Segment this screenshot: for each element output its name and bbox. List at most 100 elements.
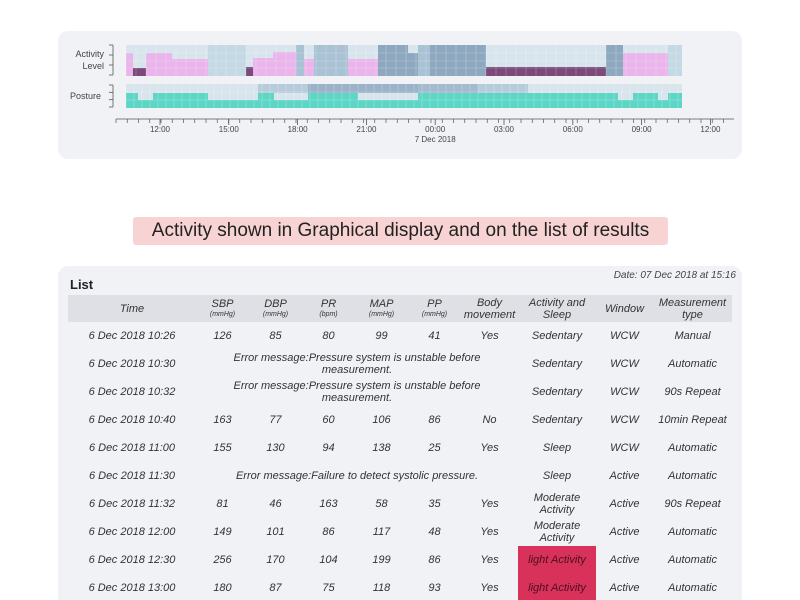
measurement-type-cell: Manual [674, 330, 711, 342]
activity-segment [568, 67, 606, 76]
activity-segment [126, 53, 133, 76]
table-row[interactable]: 6 Dec 2018 10:26 126 85 80 99 41 Yes Sedentary W… [68, 322, 732, 350]
pr-cell: 163 [319, 498, 338, 510]
posture-segment [658, 100, 668, 108]
activity-segment [548, 67, 568, 76]
table-row[interactable]: 6 Dec 2018 11:00 155 130 94 138 25 Yes Sleep WCW… [68, 434, 732, 462]
dbp-cell: 130 [266, 442, 285, 454]
time-cell: 6 Dec 2018 10:32 [88, 386, 176, 398]
table-row[interactable]: 6 Dec 2018 12:00 149 101 86 117 48 Yes Moderate… [68, 518, 732, 546]
window-cell: WCW [610, 414, 639, 426]
activity-cell: Moderate Activity [533, 492, 581, 516]
activity-segment [133, 68, 146, 76]
column-header[interactable]: DBP (mmHg) [249, 295, 302, 322]
activity-cell: Sedentary [531, 386, 583, 398]
sbp-cell: 180 [213, 582, 232, 594]
activity-segment [172, 59, 208, 76]
pr-cell: 104 [319, 554, 338, 566]
posture-segment [633, 93, 658, 108]
row-label: Activity [75, 49, 104, 59]
error-message-cell: Error message:Failure to detect systolic… [235, 470, 479, 482]
table-row[interactable]: 6 Dec 2018 11:32 81 46 163 58 35 Yes Moderate A… [68, 490, 732, 518]
dbp-cell: 85 [269, 330, 282, 342]
column-header[interactable]: Activity and Sleep [518, 295, 596, 322]
pr-cell: 94 [322, 442, 335, 454]
sbp-cell: 163 [213, 414, 232, 426]
column-header[interactable]: Body movement [461, 295, 518, 322]
pr-cell: 75 [322, 582, 335, 594]
pp-cell: 35 [428, 498, 441, 510]
error-message-cell: Error message:Pressure system is unstabl… [233, 380, 481, 404]
map-cell: 106 [372, 414, 391, 426]
dbp-cell: 101 [266, 526, 285, 538]
activity-segment [253, 58, 273, 76]
time-cell: 6 Dec 2018 10:30 [88, 358, 176, 370]
posture-segment [208, 100, 258, 108]
table-row[interactable]: 6 Dec 2018 11:30 Error message:Failure to… [68, 462, 732, 490]
body-movement-cell: Yes [480, 498, 499, 510]
time-tick-label: 00:00 [425, 125, 446, 134]
column-header[interactable]: Time [68, 295, 196, 322]
dbp-cell: 170 [266, 554, 285, 566]
activity-segment [348, 59, 378, 76]
column-header[interactable]: MAP (mmHg) [355, 295, 408, 322]
table-row[interactable]: 6 Dec 2018 13:00 180 87 75 118 93 Yes light Act… [68, 574, 732, 600]
column-header[interactable]: SBP (mmHg) [196, 295, 249, 322]
sbp-cell: 155 [213, 442, 232, 454]
posture-segment [138, 100, 153, 108]
time-tick-label: 15:00 [219, 125, 240, 134]
time-cell: 6 Dec 2018 12:30 [88, 554, 176, 566]
map-cell: 138 [372, 442, 391, 454]
pr-cell: 86 [322, 526, 335, 538]
posture-segment [418, 93, 478, 108]
activity-cell: Sedentary [531, 358, 583, 370]
dbp-cell: 77 [269, 414, 282, 426]
time-cell: 6 Dec 2018 10:26 [88, 330, 176, 342]
column-header[interactable]: PR (bpm) [302, 295, 355, 322]
table-row[interactable]: 6 Dec 2018 10:40 163 77 60 106 86 No Sedentary W… [68, 406, 732, 434]
activity-segment [296, 45, 304, 76]
column-header[interactable]: Window [596, 295, 653, 322]
table-row[interactable]: 6 Dec 2018 10:32 Error message:Pressure s… [68, 378, 732, 406]
posture-segment [258, 93, 274, 108]
column-header-unit: (mmHg) [421, 311, 448, 318]
activity-segment [208, 45, 246, 76]
body-movement-cell: Yes [480, 330, 499, 342]
results-table: Time SBP (mmHg) DBP (mmHg) PR (bpm) MAP (mmHg) PP… [68, 295, 732, 600]
measurement-type-cell: 90s Repeat [664, 498, 721, 510]
measurement-type-cell: Automatic [668, 470, 717, 482]
measurement-type-cell: Automatic [668, 442, 717, 454]
activity-chart-panel: Activity Level Posture 12:00 15:00 18:00 21:00… [58, 31, 742, 159]
activity-segment [304, 59, 314, 76]
list-title: List [70, 277, 94, 292]
posture-upper-segment [308, 84, 478, 93]
time-cell: 6 Dec 2018 11:00 [88, 442, 176, 454]
time-tick-label: 21:00 [356, 125, 377, 134]
activity-segment [408, 53, 418, 76]
activity-segment [246, 67, 253, 76]
time-tick-label: 06:00 [563, 125, 584, 134]
column-header[interactable]: PP (mmHg) [408, 295, 461, 322]
error-message-cell: Error message:Pressure system is unstabl… [233, 352, 481, 376]
table-row[interactable]: 6 Dec 2018 10:30 Error message:Pressure s… [68, 350, 732, 378]
posture-segment [618, 100, 633, 108]
posture-segment [358, 100, 418, 108]
window-cell: Active [609, 554, 640, 566]
measurement-type-cell: Automatic [668, 582, 717, 594]
activity-segment [146, 53, 172, 76]
measurement-type-cell: 90s Repeat [664, 386, 721, 398]
activity-segment [430, 45, 458, 76]
column-header[interactable]: Measurement type [653, 295, 732, 322]
activity-cell: Sedentary [531, 330, 583, 342]
posture-segment [478, 93, 528, 108]
activity-segment [623, 53, 636, 76]
measurement-type-cell: 10min Repeat [658, 414, 727, 426]
body-movement-cell: No [482, 414, 497, 426]
table-row[interactable]: 6 Dec 2018 12:30 256 170 104 199 86 Yes light A… [68, 546, 732, 574]
pp-cell: 86 [428, 554, 441, 566]
time-tick-label: 12:00 [700, 125, 721, 134]
activity-cell: Sedentary [531, 414, 583, 426]
activity-segment [418, 45, 430, 76]
body-movement-cell: Yes [480, 442, 499, 454]
activity-segment [458, 45, 486, 76]
